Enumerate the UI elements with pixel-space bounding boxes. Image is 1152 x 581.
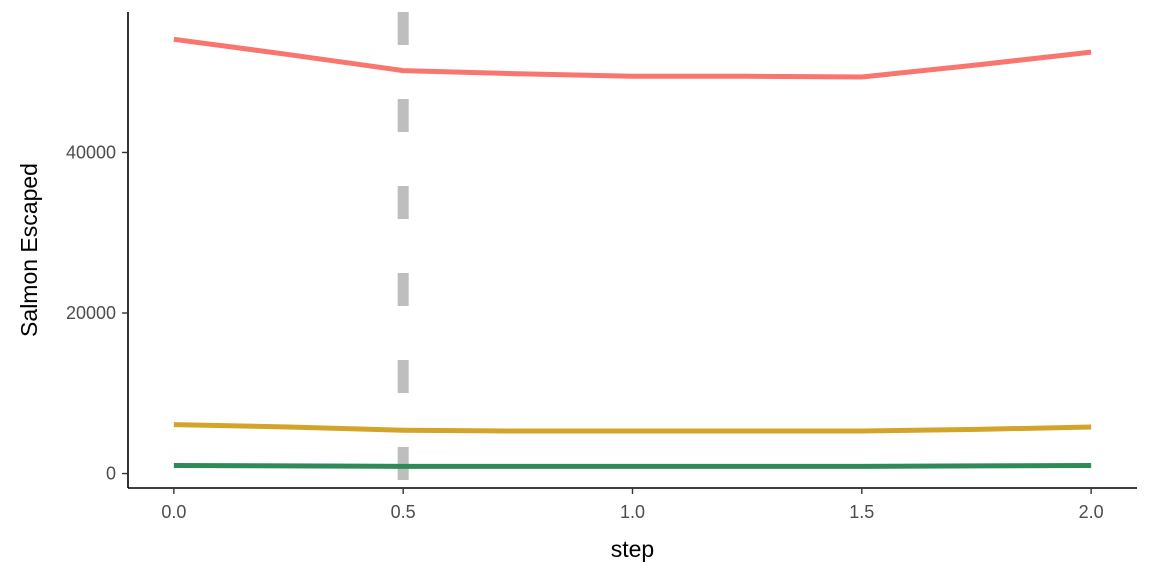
y-tick-label: 40000 <box>66 142 116 162</box>
series-layer <box>173 36 1092 469</box>
x-tick-label: 1.5 <box>849 502 874 522</box>
y-tick-label: 0 <box>106 464 116 484</box>
series-line-3 <box>173 463 1092 469</box>
y-tick-label: 20000 <box>66 303 116 323</box>
x-tick-label: 0.5 <box>391 502 416 522</box>
series-line-1 <box>173 36 1092 80</box>
x-tick-label: 2.0 <box>1079 502 1104 522</box>
x-tick-label: 0.0 <box>161 502 186 522</box>
ticks-layer: 0.0 0.5 1.0 1.5 2.0 0 20000 40000 <box>66 142 1104 522</box>
series-line-2 <box>173 422 1092 434</box>
axes-layer <box>127 12 1137 489</box>
x-axis-title: step <box>611 536 654 562</box>
y-axis-title: Salmon Escaped <box>16 163 42 337</box>
x-tick-label: 1.0 <box>620 502 645 522</box>
